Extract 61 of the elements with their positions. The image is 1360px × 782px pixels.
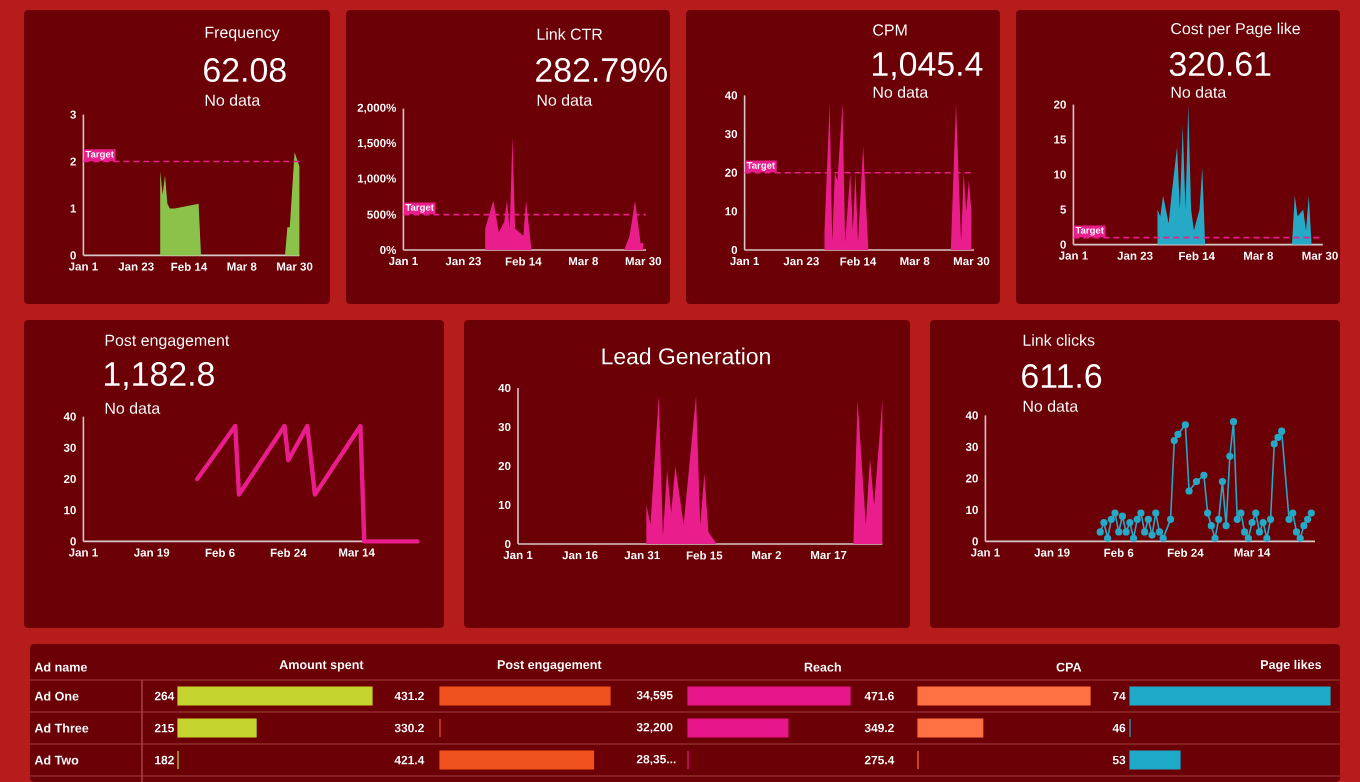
point <box>1303 515 1312 523</box>
point <box>1215 515 1223 523</box>
chart-subtitle: 62.08 <box>204 58 286 83</box>
point <box>1252 509 1260 517</box>
point <box>1248 518 1256 527</box>
point <box>1104 534 1112 542</box>
point <box>1270 440 1278 448</box>
point <box>1159 534 1167 542</box>
chart-subtitle: 282.79% <box>536 58 667 83</box>
point <box>1181 421 1189 429</box>
point <box>1133 515 1141 523</box>
point <box>1266 515 1275 523</box>
chart-subtitle: 1,182.8 <box>104 362 214 391</box>
point <box>1255 528 1264 536</box>
point <box>1263 534 1271 542</box>
point <box>1218 477 1227 486</box>
point <box>1166 515 1175 523</box>
point <box>1122 528 1130 536</box>
line-series <box>195 423 420 544</box>
chart-subtitle: 611.6 <box>1022 364 1102 389</box>
point <box>1096 528 1104 536</box>
point <box>1237 509 1245 517</box>
point <box>1152 509 1160 517</box>
point <box>1174 430 1182 438</box>
point <box>1292 528 1301 536</box>
point <box>1192 477 1201 486</box>
chart-subtitle: 320.61 <box>1169 52 1271 77</box>
point <box>1244 534 1252 542</box>
point <box>1274 433 1282 442</box>
point <box>1259 518 1267 527</box>
point <box>1155 528 1164 536</box>
point <box>1137 509 1145 517</box>
point <box>1111 509 1119 517</box>
point <box>1200 471 1208 479</box>
point <box>1226 452 1234 460</box>
point <box>1204 509 1212 517</box>
point <box>1300 522 1308 530</box>
point <box>1307 509 1315 517</box>
point <box>1285 515 1293 523</box>
point <box>1278 427 1286 435</box>
point <box>1241 528 1249 536</box>
point <box>1148 531 1156 539</box>
point <box>1229 418 1238 426</box>
point <box>1207 522 1215 530</box>
chart-subtitle: 1,045.4 <box>873 52 983 80</box>
point <box>1118 512 1127 520</box>
point <box>1211 534 1219 542</box>
point <box>1100 518 1108 527</box>
point <box>1222 522 1230 530</box>
point <box>1185 487 1193 495</box>
point <box>1141 528 1149 536</box>
chart-title: Lead Generation <box>602 347 770 365</box>
point <box>1289 509 1297 517</box>
point <box>1107 515 1115 523</box>
point <box>1129 534 1138 542</box>
point <box>1296 534 1304 542</box>
point <box>1115 528 1123 536</box>
point <box>1126 518 1134 527</box>
point <box>1233 515 1241 523</box>
point <box>1144 515 1152 523</box>
point <box>1170 437 1178 445</box>
